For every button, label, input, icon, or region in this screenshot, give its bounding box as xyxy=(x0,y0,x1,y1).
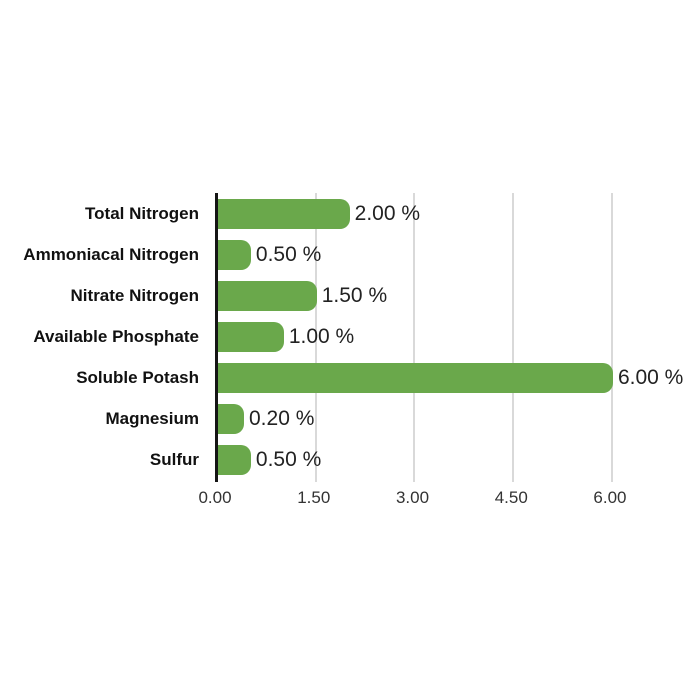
category-label: Ammoniacal Nitrogen xyxy=(23,245,199,264)
bar xyxy=(218,281,317,311)
x-tick-label: 0.00 xyxy=(198,488,232,507)
x-tick-label: 6.00 xyxy=(593,488,627,507)
value-label: 0.50 % xyxy=(255,448,322,471)
category-label: Sulfur xyxy=(149,450,199,469)
bar-row: 1.50 % xyxy=(218,281,387,311)
bar-row: 1.00 % xyxy=(218,322,354,352)
value-label: 0.20 % xyxy=(249,407,315,430)
x-tick-label: 1.50 xyxy=(297,488,331,507)
category-label: Total Nitrogen xyxy=(85,204,199,223)
bar xyxy=(218,199,350,229)
value-label: 0.50 % xyxy=(255,243,322,266)
x-axis-tick-labels: 0.00 1.50 3.00 4.50 6.00 xyxy=(198,488,663,510)
category-label: Magnesium xyxy=(105,409,199,428)
category-label-column: Total Nitrogen Ammoniacal Nitrogen Nitrate… xyxy=(18,193,199,483)
bar-row: 0.20 % xyxy=(218,404,314,434)
value-label: 2.00 % xyxy=(354,202,421,225)
bar-row: 0.50 % xyxy=(218,445,321,475)
value-label: 1.50 % xyxy=(321,284,388,307)
category-label: Nitrate Nitrogen xyxy=(70,286,199,305)
gridline-6 xyxy=(610,193,613,482)
bar xyxy=(218,363,613,393)
bar xyxy=(218,240,251,270)
plot-area: 2.00 % 0.50 % 1.50 % 1.00 % 6.00 % 0.20 % 0.50… xyxy=(215,193,683,482)
value-label: 6.00 % xyxy=(617,366,684,389)
gridline-4.5 xyxy=(512,193,515,482)
x-tick-label: 3.00 xyxy=(395,488,430,507)
bar xyxy=(218,445,251,475)
bar xyxy=(218,322,284,352)
bar-row: 0.50 % xyxy=(218,240,321,270)
gridline-1.5 xyxy=(314,193,317,482)
bar-row: 6.00 % xyxy=(218,363,683,393)
bar xyxy=(218,404,244,434)
x-tick-label: 4.50 xyxy=(494,488,528,507)
category-label: Available Phosphate xyxy=(33,327,199,346)
bar-row: 2.00 % xyxy=(218,199,420,229)
value-label: 1.00 % xyxy=(288,325,355,348)
gridline-3 xyxy=(413,193,416,482)
category-label: Soluble Potash xyxy=(76,368,199,387)
